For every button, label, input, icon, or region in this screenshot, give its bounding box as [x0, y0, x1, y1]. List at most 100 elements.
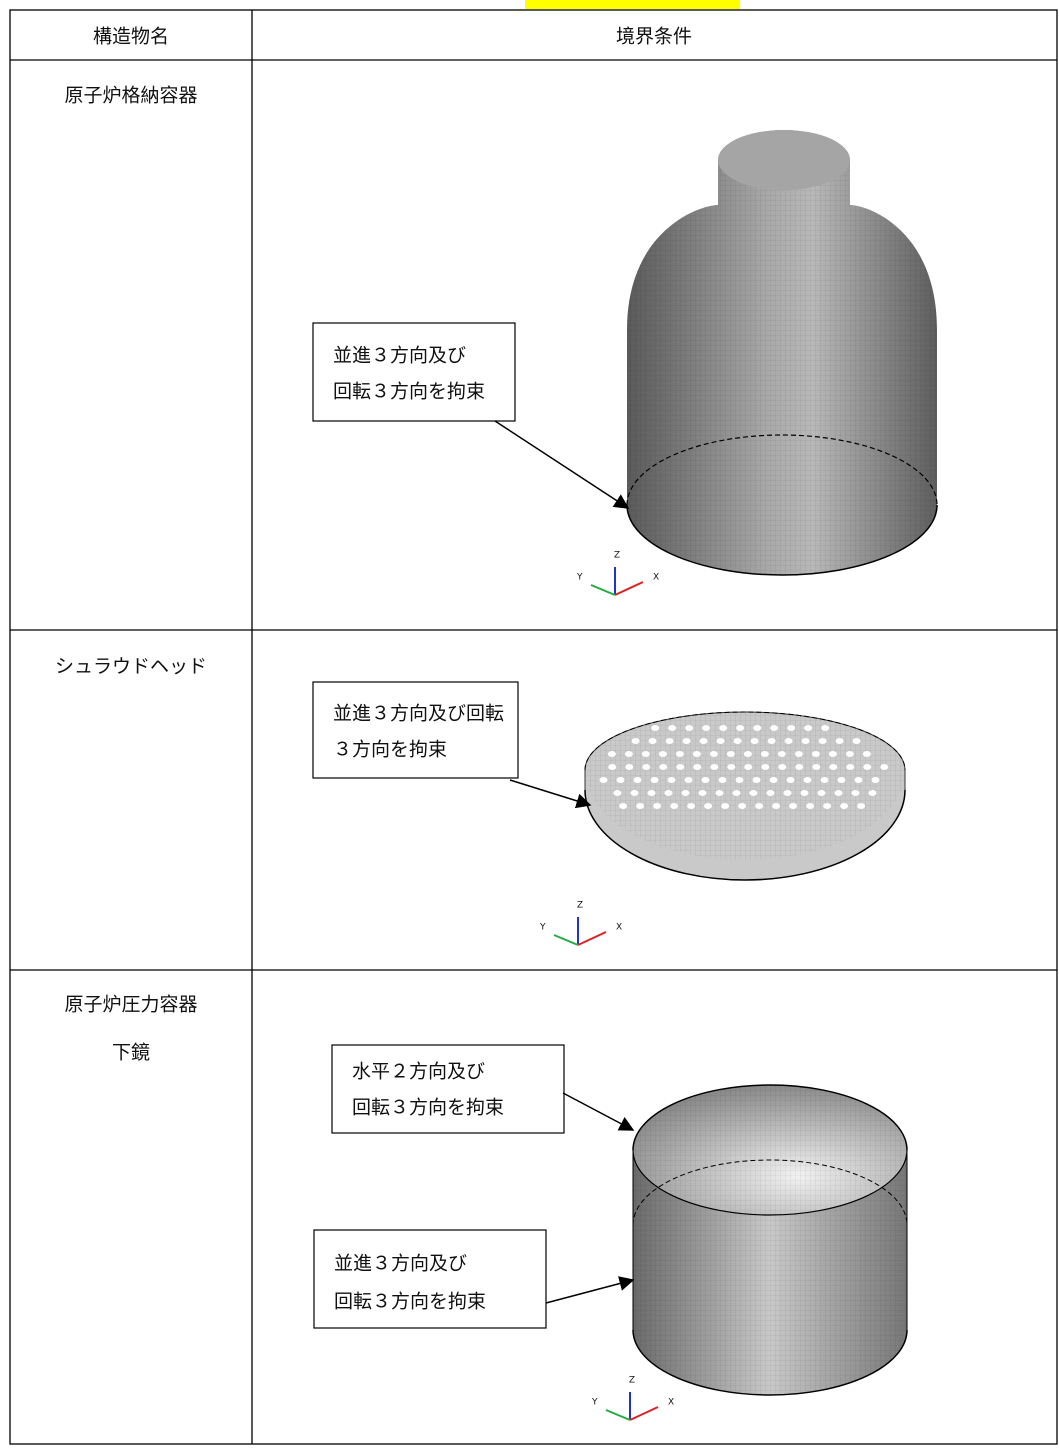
perforation: [818, 738, 827, 744]
perforation: [803, 777, 812, 783]
highlight: [525, 0, 740, 9]
perforation: [835, 738, 844, 744]
header-cell: 境界条件: [616, 26, 692, 48]
perforation: [749, 790, 758, 796]
x-axis: [629, 1406, 659, 1421]
axis-triad: Z Y X: [591, 1376, 674, 1421]
perforation: [829, 764, 838, 770]
perforation: [701, 777, 710, 783]
perforation: [608, 764, 617, 770]
perforation: [685, 725, 694, 731]
perforation: [641, 751, 650, 757]
row-name: 下鏡: [112, 1042, 150, 1064]
callout-text: 回転３方向を拘束: [352, 1097, 504, 1119]
perforation: [676, 764, 685, 770]
perforation: [619, 803, 628, 809]
perforation: [821, 725, 830, 731]
perforation: [687, 803, 696, 809]
perforation: [699, 738, 708, 744]
perforation: [736, 725, 745, 731]
perforation: [647, 790, 656, 796]
callout-text: 並進３方向及び: [334, 1253, 467, 1275]
perforation: [823, 803, 832, 809]
perforation: [616, 777, 625, 783]
callout-text: 回転３方向を拘束: [333, 381, 485, 403]
axis-label: Y: [539, 923, 546, 933]
perforation: [752, 777, 761, 783]
perforation: [665, 738, 674, 744]
perforation: [648, 738, 657, 744]
perforation: [630, 790, 639, 796]
perforation: [651, 725, 660, 731]
perforation: [871, 777, 880, 783]
perforation: [599, 777, 608, 783]
perforation: [631, 738, 640, 744]
y-axis: [590, 584, 616, 596]
axis-label: Y: [591, 1398, 598, 1408]
perforation: [726, 751, 735, 757]
vessel-model: [626, 130, 938, 576]
perforation: [852, 738, 861, 744]
perforation: [880, 764, 889, 770]
perforation: [750, 738, 759, 744]
perforation: [767, 738, 776, 744]
perforation: [732, 790, 741, 796]
perforation: [760, 751, 769, 757]
perforation: [733, 738, 742, 744]
perforation: [868, 790, 877, 796]
perforation: [613, 790, 622, 796]
perforation: [846, 764, 855, 770]
perforation: [783, 790, 792, 796]
perforation: [702, 725, 711, 731]
perforation: [766, 790, 775, 796]
perforation: [668, 725, 677, 731]
perforation: [789, 803, 798, 809]
perforation: [744, 764, 753, 770]
perforation: [806, 803, 815, 809]
axis-label: X: [653, 573, 659, 583]
perforation: [675, 751, 684, 757]
perforation: [820, 777, 829, 783]
perforation: [719, 725, 728, 731]
perforation: [625, 764, 634, 770]
callout-text: 回転３方向を拘束: [334, 1291, 486, 1313]
perforation: [704, 803, 713, 809]
perforation: [682, 738, 691, 744]
perforation: [693, 764, 702, 770]
table-grid: [9, 9, 1058, 1445]
callout-boxes: [312, 322, 565, 1329]
perforation: [812, 764, 821, 770]
perforation: [715, 790, 724, 796]
perforation: [772, 803, 781, 809]
perforation: [681, 790, 690, 796]
perforation: [817, 790, 826, 796]
perforation: [658, 751, 667, 757]
perforation: [863, 764, 872, 770]
perforation: [755, 803, 764, 809]
axis-triad: Z Y X: [539, 901, 622, 946]
perforation: [777, 751, 786, 757]
axis-label: Y: [576, 573, 583, 583]
row-name: 原子炉圧力容器: [64, 994, 197, 1016]
perforation: [743, 751, 752, 757]
x-axis: [614, 581, 644, 596]
perforation: [840, 803, 849, 809]
axis-label: X: [616, 923, 622, 933]
perforation: [778, 764, 787, 770]
perforation: [857, 803, 866, 809]
callout-text: ３方向を拘束: [333, 739, 447, 761]
axis-label: Z: [629, 1376, 635, 1386]
row-name: 原子炉格納容器: [64, 85, 197, 107]
perforation: [845, 751, 854, 757]
perforation: [727, 764, 736, 770]
perforation: [800, 790, 809, 796]
callout-arrows: [494, 420, 635, 1304]
perforation: [738, 803, 747, 809]
perforation: [670, 803, 679, 809]
perforation: [607, 751, 616, 757]
perforation: [753, 725, 762, 731]
callout-text: 水平２方向及び: [352, 1061, 485, 1083]
axis-label: Z: [614, 551, 620, 561]
